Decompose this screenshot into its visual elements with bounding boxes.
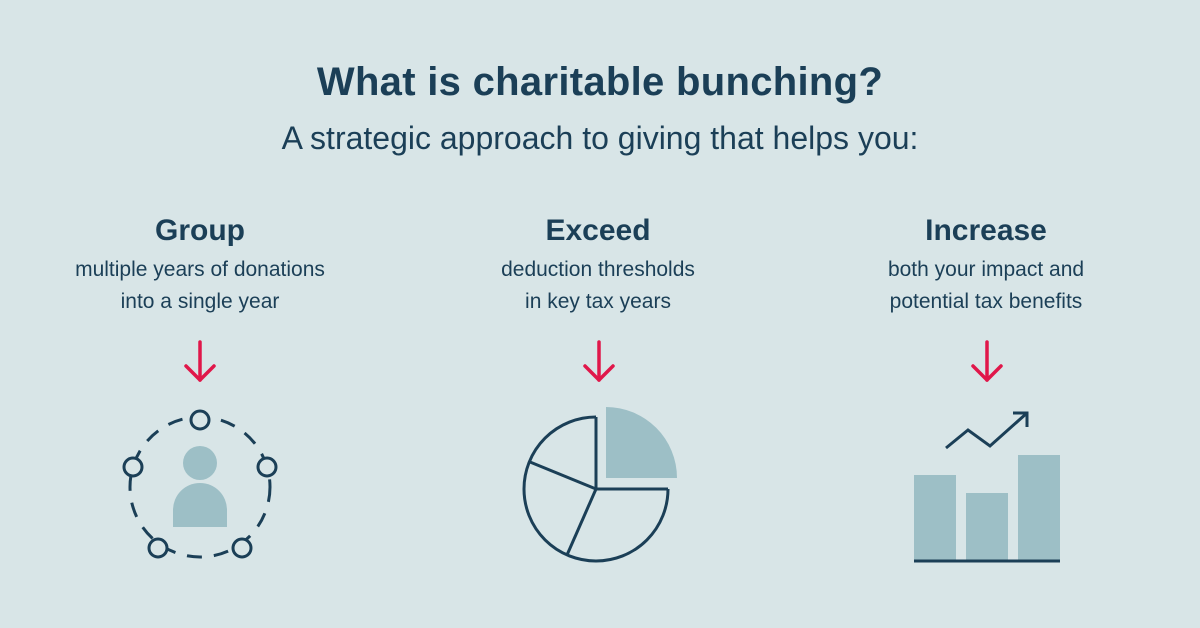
column-increase: Increase both your impact and potential t… [786, 212, 1186, 318]
column-description: deduction thresholds in key tax years [501, 258, 695, 313]
column-heading: Group [155, 214, 245, 247]
pie-chart-icon [522, 407, 677, 563]
bar-chart-growth-icon [914, 411, 1060, 563]
down-arrow-icon [583, 340, 615, 382]
column-group: Group multiple years of donations into a … [0, 212, 400, 318]
column-description: both your impact and potential tax benefi… [887, 258, 1085, 313]
down-arrow-icon [971, 340, 1003, 382]
column-heading: Increase [925, 214, 1047, 247]
column-description: multiple years of donations into a single… [75, 258, 325, 313]
person-head [183, 446, 217, 480]
page-subtitle: A strategic approach to giving that help… [281, 120, 919, 156]
column-heading: Exceed [545, 214, 651, 247]
person-body [173, 483, 227, 527]
down-arrow-icon [184, 340, 216, 382]
column-exceed: Exceed deduction thresholds in key tax ye… [398, 212, 798, 318]
people-circle-icon [122, 409, 278, 559]
page-title: What is charitable bunching? [316, 60, 884, 104]
